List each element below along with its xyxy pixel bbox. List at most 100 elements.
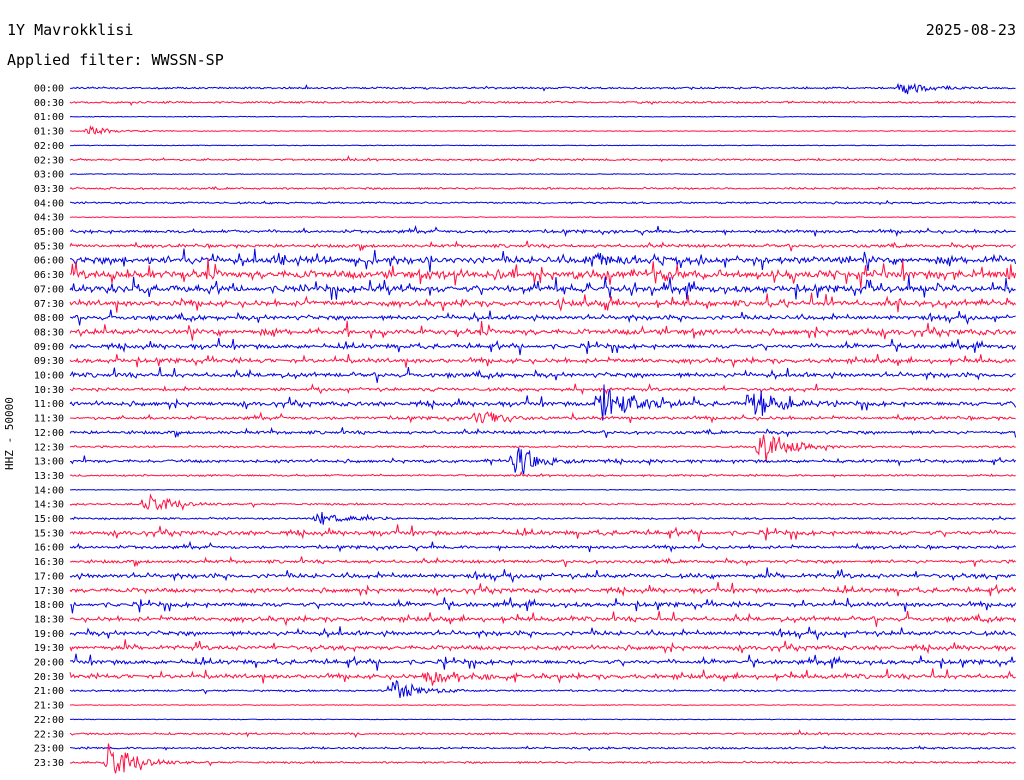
- trace-time-label: 19:30: [34, 643, 64, 654]
- seismic-trace: [69, 124, 1016, 135]
- trace-time-label: 00:30: [34, 98, 64, 109]
- seismic-trace: [69, 626, 1016, 641]
- date-label: 2025-08-23: [925, 21, 1016, 39]
- trace-group: 00:00 00:30 01:00 01:30 02:00 02:30 03:00 03:30…: [34, 82, 1017, 774]
- seismic-trace: [69, 309, 1016, 326]
- seismic-trace: [69, 653, 1016, 671]
- seismic-trace: [69, 679, 1016, 698]
- trace-time-label: 20:30: [34, 672, 64, 683]
- seismic-trace: [69, 581, 1017, 597]
- seismic-trace: [69, 511, 1016, 525]
- trace-time-label: 18:00: [34, 600, 64, 611]
- seismic-trace: [69, 337, 1017, 356]
- seismic-trace: [69, 383, 1016, 396]
- trace-time-label: 11:30: [34, 414, 64, 425]
- trace-time-label: 08:00: [34, 313, 64, 324]
- trace-time-label: 22:30: [34, 729, 64, 740]
- seismic-trace: [69, 384, 1017, 421]
- trace-time-label: 17:00: [34, 571, 64, 582]
- seismic-trace: [69, 524, 1016, 542]
- seismic-trace: [69, 743, 1016, 774]
- seismic-trace: [69, 597, 1017, 614]
- trace-time-label: 14:00: [34, 485, 64, 496]
- trace-time-label: 12:00: [34, 428, 64, 439]
- trace-time-label: 07:30: [34, 299, 64, 310]
- trace-time-label: 09:00: [34, 342, 64, 353]
- seismic-trace: [69, 540, 1016, 553]
- trace-time-label: 13:30: [34, 471, 64, 482]
- trace-time-label: 01:30: [34, 127, 64, 138]
- trace-time-label: 06:00: [34, 256, 64, 267]
- seismic-trace: [70, 704, 1016, 706]
- seismic-trace: [69, 320, 1017, 341]
- trace-time-label: 13:00: [34, 457, 64, 468]
- trace-time-label: 04:00: [34, 198, 64, 209]
- seismic-trace: [69, 668, 1016, 686]
- seismic-trace: [69, 224, 1016, 238]
- trace-time-label: 08:30: [34, 327, 64, 338]
- seismic-trace: [70, 488, 1016, 491]
- seismic-trace: [69, 745, 1016, 751]
- seismic-trace: [69, 275, 1016, 300]
- trace-time-label: 22:00: [34, 715, 64, 726]
- seismic-trace: [69, 639, 1016, 655]
- seismic-trace: [69, 100, 1016, 107]
- trace-time-label: 12:30: [34, 442, 64, 453]
- trace-time-label: 09:30: [34, 356, 64, 367]
- trace-time-label: 19:00: [34, 629, 64, 640]
- seismic-trace: [69, 434, 1016, 463]
- trace-time-label: 18:30: [34, 614, 64, 625]
- seismic-trace: [69, 470, 1016, 478]
- seismic-trace: [69, 610, 1017, 627]
- seismic-trace: [69, 426, 1017, 438]
- trace-time-label: 16:30: [34, 557, 64, 568]
- trace-time-label: 00:00: [34, 84, 64, 95]
- trace-time-label: 21:00: [34, 686, 64, 697]
- trace-time-label: 05:30: [34, 241, 64, 252]
- seismic-trace: [70, 555, 1016, 568]
- seismic-trace: [69, 493, 1016, 511]
- trace-time-label: 07:00: [34, 284, 64, 295]
- trace-time-label: 17:30: [34, 586, 64, 597]
- trace-time-label: 10:30: [34, 385, 64, 396]
- trace-time-label: 01:00: [34, 112, 64, 123]
- trace-time-label: 21:30: [34, 701, 64, 712]
- seismic-trace: [69, 173, 1016, 175]
- trace-time-label: 14:30: [34, 500, 64, 511]
- seismic-trace: [70, 199, 1016, 206]
- trace-time-label: 15:00: [34, 514, 64, 525]
- seismic-trace: [69, 366, 1016, 383]
- trace-time-label: 10:00: [34, 371, 64, 382]
- seismic-trace: [69, 115, 1016, 118]
- seismic-trace: [69, 567, 1016, 584]
- trace-time-label: 06:30: [34, 270, 64, 281]
- seismic-trace: [69, 240, 1016, 252]
- seismic-trace: [69, 155, 1016, 163]
- trace-time-label: 15:30: [34, 528, 64, 539]
- seismic-trace: [69, 82, 1016, 95]
- trace-time-label: 23:00: [34, 744, 64, 755]
- seismic-trace: [69, 447, 1016, 475]
- seismic-trace: [69, 292, 1016, 313]
- seismic-trace: [69, 186, 1016, 191]
- trace-time-label: 02:00: [34, 141, 64, 152]
- seismic-trace: [69, 411, 1016, 424]
- trace-time-label: 16:00: [34, 543, 64, 554]
- seismic-trace: [69, 353, 1016, 369]
- trace-time-label: 05:00: [34, 227, 64, 238]
- trace-time-label: 23:30: [34, 758, 64, 769]
- trace-time-label: 04:30: [34, 213, 64, 224]
- seismic-trace: [69, 216, 1016, 219]
- seismic-trace: [69, 248, 1017, 273]
- seismic-trace: [69, 729, 1016, 739]
- trace-time-label: 03:30: [34, 184, 64, 195]
- seismic-trace: [69, 718, 1016, 721]
- seismic-trace: [69, 144, 1016, 147]
- seismic-trace: [69, 258, 1017, 289]
- filter-label: Applied filter: WWSSN-SP: [7, 51, 224, 69]
- station-title: 1Y Mavrokklisi: [7, 21, 134, 39]
- trace-time-label: 02:30: [34, 155, 64, 166]
- trace-time-label: 11:00: [34, 399, 64, 410]
- trace-time-label: 03:00: [34, 170, 64, 181]
